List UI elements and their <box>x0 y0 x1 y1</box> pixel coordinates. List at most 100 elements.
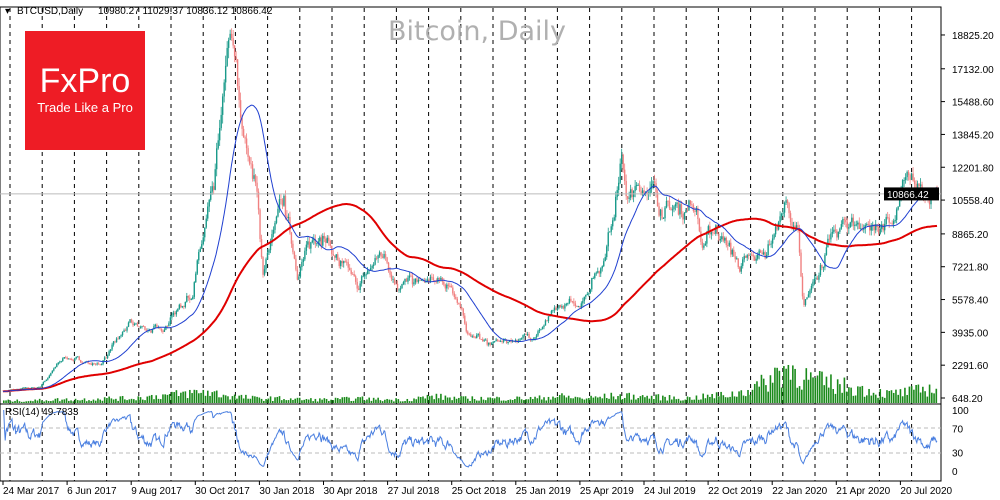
candle <box>274 220 276 234</box>
candle <box>875 219 877 234</box>
candle-body <box>604 257 606 262</box>
candle <box>565 302 568 307</box>
candle-body <box>138 326 140 328</box>
candle-body <box>449 285 451 287</box>
volume-bar <box>832 389 834 403</box>
candle-body <box>752 254 754 257</box>
candle-body <box>882 224 884 231</box>
candle-body <box>601 266 603 269</box>
candle-body <box>269 242 272 251</box>
candle-body <box>671 209 674 211</box>
volume-bar <box>848 387 850 403</box>
volume-bar <box>664 396 666 403</box>
candle-body <box>810 285 813 291</box>
candle <box>290 231 293 248</box>
candle-body <box>189 297 191 300</box>
volume-bar <box>879 389 882 403</box>
candle <box>328 235 330 246</box>
volume-bar <box>892 392 895 403</box>
candle-body <box>498 340 500 342</box>
candle-body <box>825 247 828 255</box>
volume-bar <box>242 398 245 403</box>
candle-body <box>836 230 838 238</box>
volume-bar <box>511 399 514 403</box>
candle-body <box>474 336 476 339</box>
candle-body <box>407 277 409 282</box>
candle-body <box>556 307 559 310</box>
candle-body <box>272 229 275 235</box>
candle <box>667 199 669 207</box>
volume-bar <box>119 396 122 403</box>
candle <box>745 255 747 258</box>
candle-body <box>739 267 741 272</box>
candle <box>470 332 472 338</box>
candle <box>247 145 249 162</box>
volume-bar <box>554 397 557 403</box>
volume-bar <box>686 396 689 403</box>
candle <box>909 173 911 186</box>
candle-body <box>174 312 176 315</box>
volume-bar <box>146 396 149 403</box>
candle-body <box>408 275 411 278</box>
candle-body <box>80 360 82 363</box>
candle-body <box>271 234 273 243</box>
candle <box>48 374 51 379</box>
candle <box>912 167 914 182</box>
candle-body <box>638 184 641 192</box>
candle-body <box>564 304 566 309</box>
volume-bar <box>227 396 229 403</box>
candle <box>664 206 666 222</box>
volume-bar <box>330 399 332 403</box>
candle-body <box>842 219 844 225</box>
candle <box>331 245 333 258</box>
y-tick-label: 18825.20 <box>952 31 994 42</box>
y-tick-label: 12201.80 <box>952 163 994 174</box>
candle-body <box>800 252 802 277</box>
x-tick-label: 20 Jul 2020 <box>900 486 952 497</box>
candle <box>293 250 296 260</box>
candle-body <box>906 171 908 178</box>
volume-bar <box>206 390 209 403</box>
volume-bar <box>478 400 480 403</box>
candle-body <box>694 211 696 212</box>
candle <box>620 148 623 170</box>
volume-bar <box>90 400 93 403</box>
volume-bar <box>670 399 673 403</box>
volume-bar <box>843 377 846 403</box>
candle <box>45 379 48 382</box>
candle <box>277 204 279 218</box>
volume-bar <box>845 391 848 403</box>
candle <box>842 216 844 227</box>
candle-body <box>706 233 708 244</box>
candle-body <box>626 196 629 199</box>
volume-bar <box>437 398 440 403</box>
rsi-tick-label: 0 <box>952 467 958 478</box>
candle-body <box>21 388 24 389</box>
volume-bar <box>715 392 718 403</box>
candle <box>579 305 581 308</box>
candle-body <box>907 171 910 176</box>
candle-body <box>323 235 325 239</box>
candle-body <box>664 207 666 219</box>
candle <box>326 235 328 244</box>
candle <box>525 331 527 336</box>
volume-bar <box>628 392 631 403</box>
candle-body <box>734 256 736 260</box>
volume-bar <box>175 390 178 403</box>
candle <box>568 296 571 305</box>
volume-bar <box>552 396 554 403</box>
volume-bar <box>818 370 821 403</box>
volume-bar <box>343 397 346 403</box>
candle <box>889 222 892 224</box>
candle-body <box>821 265 823 268</box>
candle <box>892 218 895 228</box>
candle-body <box>782 212 784 214</box>
volume-bar <box>133 399 135 403</box>
volume-bar <box>121 396 124 403</box>
candle-body <box>598 271 600 274</box>
candle-body <box>141 326 143 328</box>
candle-body <box>112 341 115 345</box>
candle <box>162 329 164 334</box>
x-tick-label: 25 Oct 2018 <box>452 486 507 497</box>
header-arrow-icon[interactable]: ▾ <box>5 6 10 17</box>
